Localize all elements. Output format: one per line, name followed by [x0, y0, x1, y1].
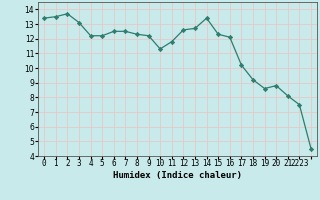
X-axis label: Humidex (Indice chaleur): Humidex (Indice chaleur) [113, 171, 242, 180]
